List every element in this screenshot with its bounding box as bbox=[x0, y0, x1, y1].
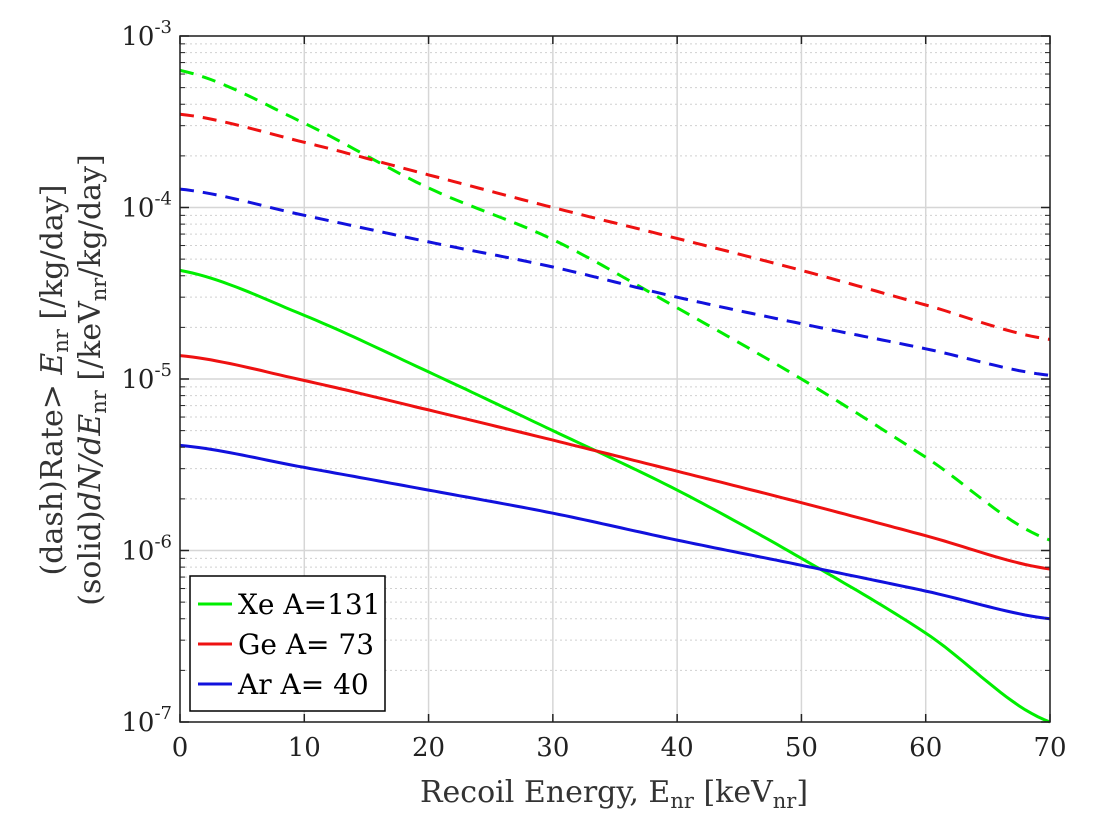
x-tick-label: 30 bbox=[536, 733, 569, 763]
series-layer bbox=[179, 68, 1051, 724]
legend: Xe A=131 Ge A= 73 Ar A= 40 bbox=[189, 575, 386, 712]
x-axis-label: Recoil Energy, Enr [keVnr] bbox=[420, 775, 808, 813]
y-axis-label-dash: (dash)Rate> Enr [/kg/day] bbox=[35, 185, 73, 576]
x-tick-label: 50 bbox=[785, 733, 818, 763]
legend-label: Ge A= 73 bbox=[238, 628, 374, 661]
series-line-3-dashed bbox=[179, 68, 1051, 542]
series-line-0-solid bbox=[179, 268, 1051, 724]
series-line-1-solid bbox=[179, 354, 1051, 571]
y-tick-label: 10-7 bbox=[121, 703, 172, 738]
y-tick-label: 10-6 bbox=[121, 532, 172, 567]
x-tick-label: 60 bbox=[909, 733, 942, 763]
x-tick-label: 10 bbox=[288, 733, 321, 763]
y-tick-label: 10-5 bbox=[121, 360, 172, 395]
legend-label: Ar A= 40 bbox=[237, 668, 369, 701]
x-tick-label: 0 bbox=[172, 733, 189, 763]
x-tick-label: 70 bbox=[1033, 733, 1066, 763]
y-tick-label: 10-4 bbox=[121, 189, 172, 224]
y-axis-label-solid: (solid)dN/dEnr [/keVnr/kg/day] bbox=[73, 154, 111, 605]
legend-label: Xe A=131 bbox=[238, 588, 381, 621]
series-line-5-dashed bbox=[179, 187, 1051, 377]
series-line-2-solid bbox=[179, 443, 1051, 621]
x-tick-label: 40 bbox=[661, 733, 694, 763]
series-line-4-dashed bbox=[179, 112, 1051, 341]
ticks: 0 10 20 30 40 50 60 70 10-7 10-6 10-5 10-4 10-3 bbox=[121, 17, 1066, 763]
x-tick-label: 20 bbox=[412, 733, 445, 763]
legend-entries: Xe A=131 Ge A= 73 Ar A= 40 bbox=[198, 588, 381, 701]
y-tick-label: 10-3 bbox=[121, 17, 172, 52]
